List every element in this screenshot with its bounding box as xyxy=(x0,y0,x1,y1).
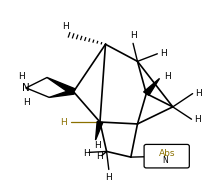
Text: H: H xyxy=(62,22,69,31)
Text: H: H xyxy=(195,89,202,98)
Polygon shape xyxy=(47,78,75,94)
Text: H: H xyxy=(83,149,90,158)
Text: N: N xyxy=(22,83,30,93)
Polygon shape xyxy=(144,79,160,95)
Polygon shape xyxy=(95,121,103,140)
Text: H: H xyxy=(194,115,201,124)
Text: H: H xyxy=(164,72,171,81)
FancyBboxPatch shape xyxy=(144,144,189,168)
Text: H: H xyxy=(105,173,112,182)
Polygon shape xyxy=(49,89,74,97)
Text: N: N xyxy=(162,156,168,165)
Text: H: H xyxy=(60,117,67,127)
Text: H: H xyxy=(94,141,101,150)
Text: H: H xyxy=(18,72,25,81)
Text: H: H xyxy=(160,49,167,58)
Text: H: H xyxy=(97,152,103,161)
Text: H: H xyxy=(23,98,30,107)
Text: H: H xyxy=(130,31,137,40)
Text: Abs: Abs xyxy=(159,149,176,158)
